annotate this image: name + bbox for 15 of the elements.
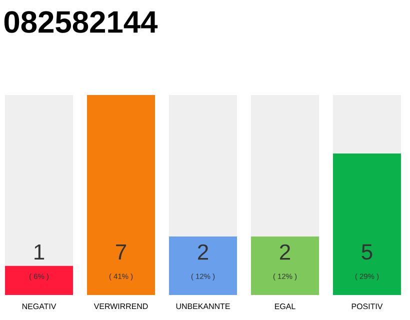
bar (5, 94, 74, 266)
bar (332, 154, 402, 295)
bar (5, 266, 74, 295)
chart-title: 082582144 (4, 11, 158, 33)
annotation: 1 (34, 244, 44, 260)
bar (250, 236, 320, 295)
annotation: 7 (116, 244, 126, 260)
bar (86, 94, 156, 295)
bar (168, 94, 238, 236)
annotation: 2 (198, 244, 208, 260)
annotation: 2 (280, 244, 290, 260)
bar (332, 94, 402, 154)
bar (250, 94, 320, 236)
bar (168, 236, 238, 295)
annotation: 5 (362, 244, 372, 260)
